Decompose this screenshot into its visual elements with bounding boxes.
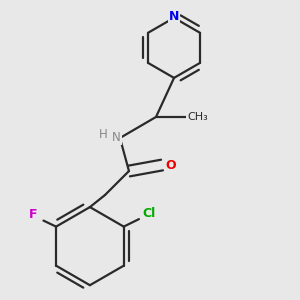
Text: CH₃: CH₃ <box>187 112 208 122</box>
Text: N: N <box>112 131 121 145</box>
Text: O: O <box>166 158 176 172</box>
Text: N: N <box>169 10 179 23</box>
Text: Cl: Cl <box>143 207 156 220</box>
Text: H: H <box>99 128 108 142</box>
Text: F: F <box>29 208 37 221</box>
